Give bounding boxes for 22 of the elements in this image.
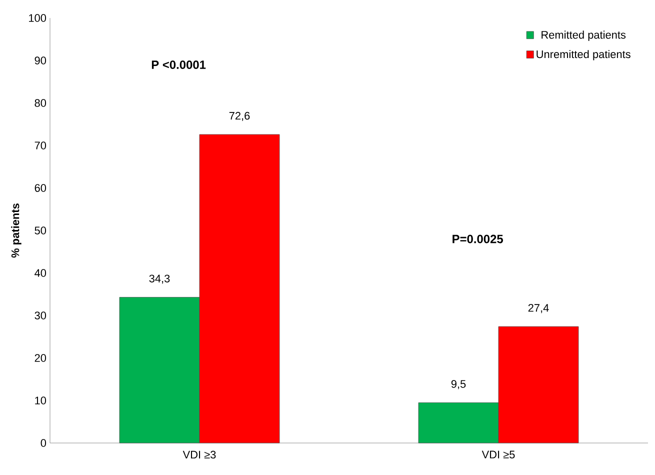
- y-tick-label: 50: [34, 226, 46, 234]
- y-tick-label: 20: [34, 354, 46, 362]
- y-tick-label: 40: [34, 269, 46, 277]
- x-tick-label: VDI ≥3: [182, 450, 216, 459]
- legend-label: Unremitted patients: [536, 50, 630, 60]
- y-tick-label: 70: [34, 142, 46, 150]
- legend-label: Remitted patients: [542, 30, 626, 41]
- y-axis-title: % patients: [11, 204, 22, 258]
- y-tick-label: 90: [34, 56, 46, 64]
- y-tick-label: 0: [40, 439, 46, 447]
- data-label: 27,4: [528, 304, 549, 314]
- data-label: 34,3: [149, 274, 170, 284]
- y-tick-label: 60: [34, 184, 46, 192]
- annotation: P <0.0001: [152, 60, 206, 69]
- y-tick-label: 10: [35, 396, 46, 404]
- data-label: 9,5: [451, 380, 466, 390]
- data-label: 72,6: [229, 112, 250, 121]
- x-tick-label: VDI ≥5: [482, 450, 515, 458]
- y-tick-label: 30: [34, 312, 46, 320]
- annotation: P=0.0025: [452, 234, 503, 244]
- y-tick-label: 100: [29, 14, 46, 22]
- y-tick-label: 80: [34, 99, 46, 107]
